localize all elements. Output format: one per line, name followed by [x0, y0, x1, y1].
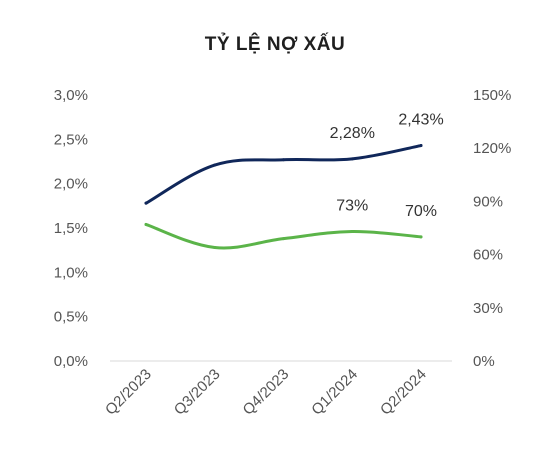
right-axis-tick-label: 0% — [473, 353, 495, 370]
series-line-2 — [144, 222, 423, 250]
data-point — [350, 157, 354, 161]
left-axis-tick-label: 1,0% — [54, 264, 88, 281]
data-point — [144, 201, 148, 205]
left-axis-tick-label: 3,0% — [54, 87, 88, 104]
right-axis-tick-label: 90% — [473, 193, 503, 210]
x-axis-tick-label: Q3/2023 — [171, 366, 224, 419]
right-axis-ticks: 0% 30% 60% 90% 120% 150% — [473, 87, 511, 370]
left-axis-tick-label: 2,5% — [54, 131, 88, 148]
right-axis-tick-label: 30% — [473, 300, 503, 317]
data-label: 2,43% — [398, 112, 443, 129]
x-axis-ticks: Q2/2023 Q3/2023 Q4/2023 Q1/2024 Q2/2024 — [102, 366, 430, 419]
x-axis-tick-label: Q2/2023 — [102, 366, 155, 419]
x-axis-tick-label: Q1/2024 — [308, 366, 361, 419]
data-point — [419, 144, 423, 148]
data-point — [282, 158, 285, 162]
x-axis-tick-label: Q4/2023 — [240, 366, 293, 419]
data-labels: 2,28% 2,43% 73% 70% — [330, 112, 444, 220]
left-axis-tick-label: 1,5% — [54, 220, 88, 237]
right-axis-tick-label: 120% — [473, 140, 511, 157]
chart-title: TỶ LỆ NỢ XẤU — [204, 34, 346, 55]
right-axis-tick-label: 150% — [473, 87, 511, 104]
data-point — [144, 222, 148, 226]
data-label: 70% — [405, 203, 437, 220]
series-line-1 — [144, 144, 423, 205]
data-point — [213, 163, 217, 167]
left-axis-tick-label: 0,0% — [54, 353, 88, 370]
x-axis-tick-label: Q2/2024 — [377, 366, 430, 419]
data-point — [282, 237, 285, 241]
data-point — [419, 235, 423, 239]
data-label: 2,28% — [330, 125, 375, 142]
left-axis-tick-label: 2,0% — [54, 176, 88, 193]
left-axis-tick-label: 0,5% — [54, 309, 88, 326]
data-point — [350, 230, 354, 234]
left-axis-ticks: 0,0% 0,5% 1,0% 1,5% 2,0% 2,5% 3,0% — [54, 87, 88, 370]
series-layer — [144, 144, 423, 250]
right-axis-tick-label: 60% — [473, 247, 503, 264]
data-point — [213, 246, 217, 250]
data-label: 73% — [336, 198, 368, 215]
